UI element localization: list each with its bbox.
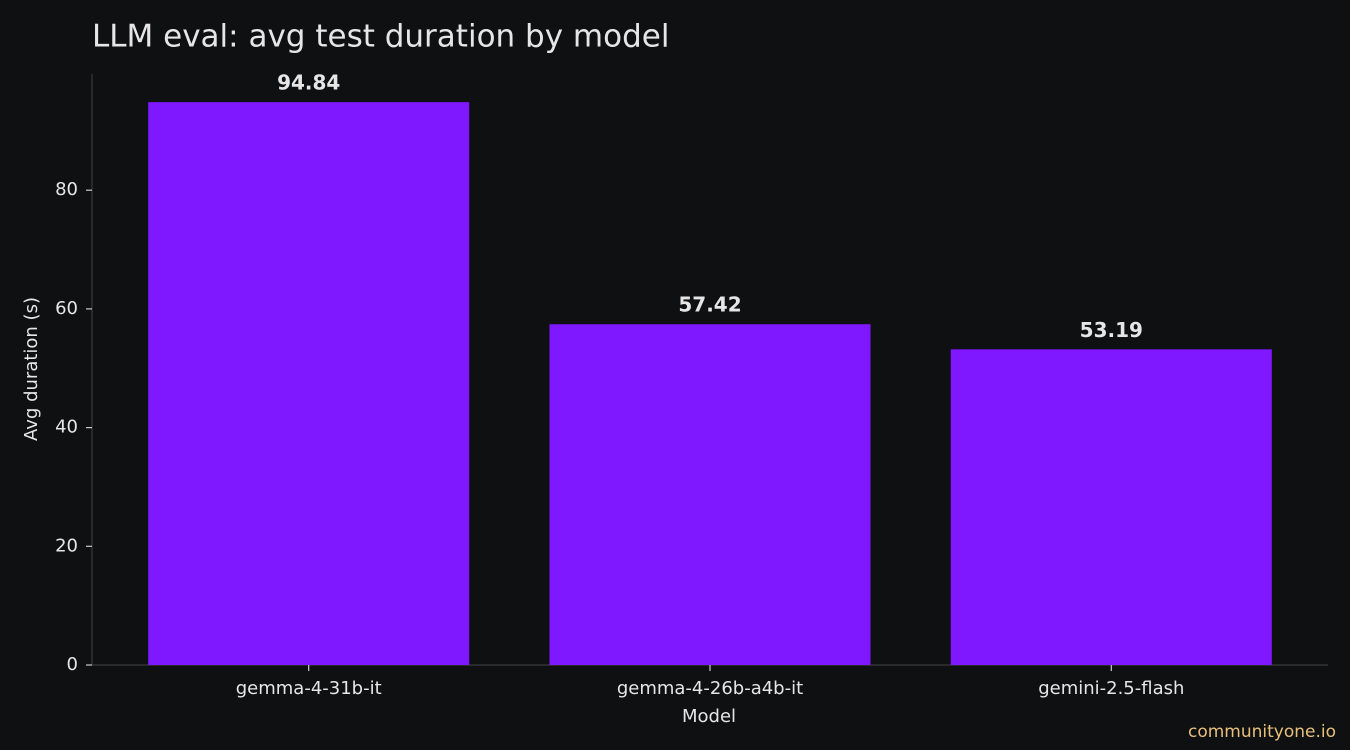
bar [549, 324, 871, 665]
value-label: 94.84 [277, 71, 340, 95]
x-axis-label: Model [682, 706, 736, 727]
x-tick-label: gemma-4-26b-a4b-it [617, 678, 803, 699]
y-tick-label: 60 [55, 298, 78, 319]
y-tick-label: 20 [55, 535, 78, 556]
y-tick-label: 0 [67, 654, 78, 675]
watermark: communityone.io [1188, 722, 1336, 742]
value-label: 57.42 [678, 293, 741, 317]
x-tick-label: gemini-2.5-flash [1038, 678, 1184, 699]
value-label: 53.19 [1080, 318, 1143, 342]
y-axis-label: Avg duration (s) [21, 297, 42, 441]
bar [148, 102, 470, 666]
chart-title: LLM eval: avg test duration by model [92, 19, 669, 55]
y-tick-label: 40 [55, 417, 78, 438]
bar [950, 349, 1272, 665]
y-tick-label: 80 [55, 179, 78, 200]
x-tick-label: gemma-4-31b-it [236, 678, 382, 699]
